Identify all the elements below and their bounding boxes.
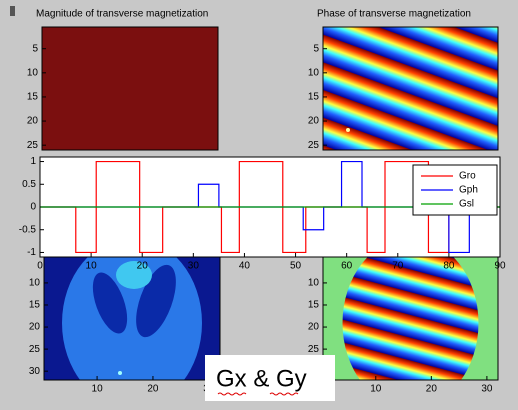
x-tick-label: 30 <box>188 261 200 272</box>
y-tick-label: 1 <box>30 156 36 167</box>
y-tick-label: 25 <box>308 140 320 151</box>
y-tick-label: 10 <box>29 278 41 289</box>
y-tick-label: 25 <box>27 140 39 151</box>
y-tick-label: 15 <box>308 300 320 311</box>
image <box>323 27 498 150</box>
y-tick-label: 30 <box>29 366 41 377</box>
y-tick-label: -1 <box>27 247 36 258</box>
axes-title: Magnitude of transverse magnetization <box>36 9 208 20</box>
x-tick-label: 90 <box>494 261 506 272</box>
x-tick-label: 10 <box>370 384 382 395</box>
x-tick-label: 40 <box>239 261 251 272</box>
x-tick-label: 30 <box>481 384 493 395</box>
y-tick-label: 10 <box>308 67 320 78</box>
x-tick-label: 60 <box>341 261 353 272</box>
y-tick-label: 5 <box>313 43 319 54</box>
y-tick-label: 0.5 <box>22 179 36 190</box>
x-tick-label: 80 <box>443 261 455 272</box>
y-tick-label: 20 <box>308 116 320 127</box>
image-fill <box>42 27 218 150</box>
y-tick-label: 25 <box>308 344 320 355</box>
legend-label: Gsl <box>459 199 474 210</box>
window-icon <box>10 6 15 16</box>
x-tick-label: 10 <box>92 384 104 395</box>
image-dot <box>346 128 350 132</box>
y-tick-label: 15 <box>308 92 320 103</box>
axes: 5 10 15 20 25 Magnitude of transverse magneti… <box>27 9 218 151</box>
image <box>42 27 218 150</box>
y-tick-label: 10 <box>308 278 320 289</box>
y-tick-label: 20 <box>27 116 39 127</box>
y-tick-label: 15 <box>27 92 39 103</box>
y-tick-label: 5 <box>32 43 38 54</box>
legend-label: Gro <box>459 171 476 182</box>
x-tick-label: 0 <box>37 261 43 272</box>
x-tick-label: 10 <box>86 261 98 272</box>
x-tick-label: 20 <box>426 384 438 395</box>
y-tick-label: 10 <box>27 67 39 78</box>
x-tick-label: 20 <box>147 384 159 395</box>
axes-title: Phase of transverse magnetization <box>317 9 471 20</box>
annotation: Gx & Gy <box>216 365 307 392</box>
y-tick-label: 20 <box>29 322 41 333</box>
y-tick-label: 25 <box>29 344 41 355</box>
y-tick-label: 15 <box>29 300 41 311</box>
x-tick-label: 70 <box>392 261 404 272</box>
phantom-dot <box>118 371 122 375</box>
figure: 510152025Magnitude of transverse magneti… <box>0 0 518 410</box>
x-tick-label: 50 <box>290 261 302 272</box>
y-tick-label: 0 <box>30 202 36 213</box>
y-tick-label: 20 <box>308 322 320 333</box>
axes: 5 10 15 20 25 Phase of transverse magnetizati… <box>308 9 498 151</box>
y-tick-label: -0.5 <box>19 224 37 235</box>
legend-label: Gph <box>459 185 478 196</box>
x-tick-label: 20 <box>137 261 149 272</box>
